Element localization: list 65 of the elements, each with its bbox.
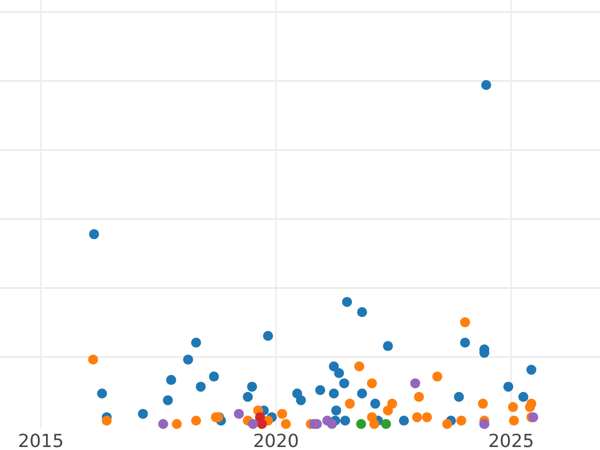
point [526,398,536,409]
point [248,419,258,429]
point [315,385,326,396]
point [456,416,466,426]
point [344,398,355,409]
x-tick-label: 2020 [253,431,299,450]
point [158,419,168,429]
point [191,416,202,426]
point [208,372,219,382]
point [460,338,470,348]
point [256,419,267,429]
point [387,398,398,409]
point [326,419,337,429]
point [166,374,176,385]
point [381,419,392,429]
point [357,307,368,318]
point [247,382,258,392]
point [526,364,536,375]
point [422,412,432,422]
point [234,408,244,419]
point [196,382,206,392]
point [442,419,452,429]
point [296,395,306,406]
point [357,388,368,398]
point [183,354,194,365]
point [508,402,518,412]
point [277,408,288,419]
point [342,296,352,307]
point [366,378,377,388]
point [508,416,519,426]
point [478,398,488,409]
point [339,378,350,388]
point [242,392,253,402]
point [398,416,409,426]
point [481,80,492,90]
point [162,395,173,406]
point [328,388,339,398]
point [331,405,342,416]
point [172,419,182,429]
point [356,419,366,429]
point [354,361,364,372]
point [382,341,393,352]
point [460,317,470,328]
x-tick-label: 2025 [488,431,534,450]
point [88,354,98,365]
point [97,388,108,398]
point [102,416,112,426]
point [280,419,291,429]
x-tick-label: 2015 [18,431,64,450]
point [191,338,202,348]
point [89,229,100,240]
point [414,392,424,402]
point [370,398,380,409]
point [369,419,380,429]
point [503,382,514,392]
point [454,392,464,402]
point [328,361,339,372]
point [410,378,420,388]
point [340,416,350,426]
point [138,408,148,419]
point [334,368,344,378]
point [518,392,528,402]
point [263,330,274,341]
point [432,372,442,382]
point [412,412,422,422]
